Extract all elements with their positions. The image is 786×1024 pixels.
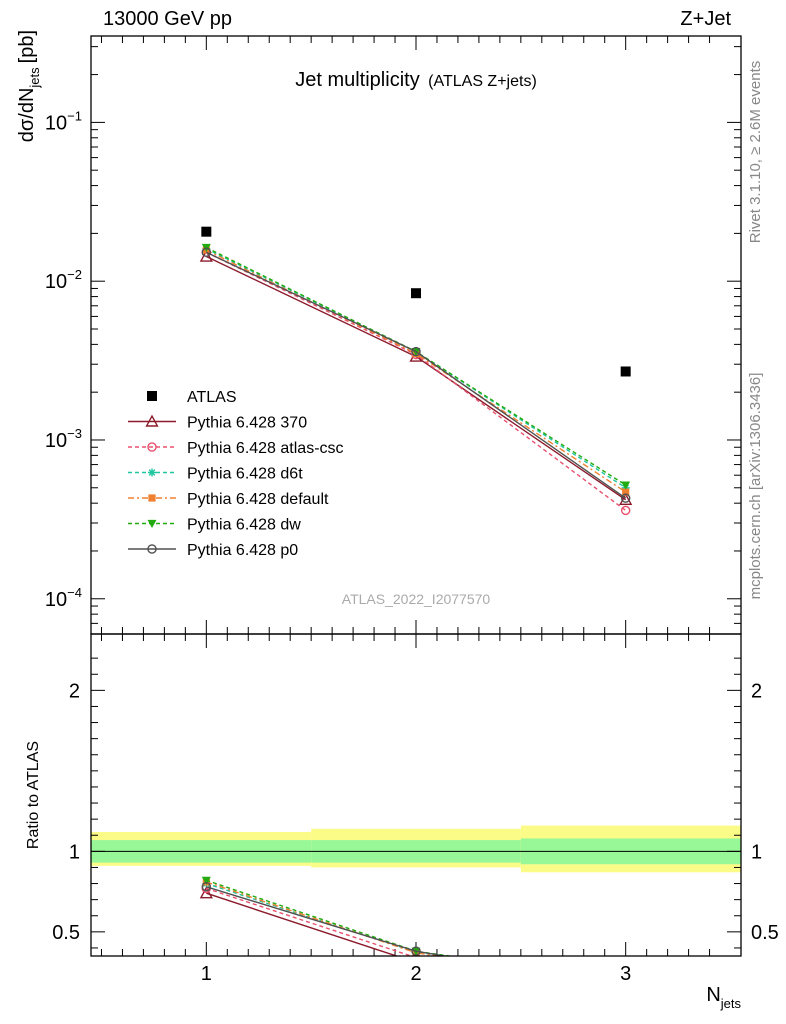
top-y-axis-label-main: dσ/dN <box>16 88 38 143</box>
legend-item: ATLAS <box>147 389 237 406</box>
ratio-data-point <box>199 886 213 899</box>
top-y-tick-label-exp: −2 <box>67 267 82 282</box>
ratio-data-point <box>201 876 211 885</box>
top-y-tick-label: 10−4 <box>45 585 82 611</box>
top-y-tick-label-base: 10 <box>45 589 67 611</box>
top-y-tick-label-base: 10 <box>45 430 67 452</box>
top-series-line <box>206 251 627 499</box>
legend-item: Pythia 6.428 370 <box>128 415 307 432</box>
legend-item: Pythia 6.428 atlas-csc <box>128 440 344 457</box>
top-y-tick-label-base: 10 <box>45 271 67 293</box>
ratio-panel-frame <box>90 633 742 957</box>
ratio-y-tick-label: 1 <box>69 841 80 863</box>
legend-marker <box>147 544 157 554</box>
ratio-series-line <box>206 887 414 956</box>
top-data-point <box>620 366 631 377</box>
ratio-y-tick-label: 0.5 <box>52 922 80 944</box>
rivet-version-label: Rivet 3.1.10, ≥ 2.6M events <box>747 61 764 244</box>
ratio-series-0 <box>199 886 417 956</box>
ratio-series-line <box>206 892 399 956</box>
legend-marker <box>148 494 156 502</box>
x-axis-label: Njets <box>706 984 741 1011</box>
ratio-data-point <box>201 882 212 892</box>
top-y-axis-label-unit: [pb] <box>16 30 38 63</box>
top-y-axis-label: dσ/dNjets [pb] <box>16 30 42 142</box>
top-data <box>199 226 633 516</box>
top-series-6 <box>201 247 631 503</box>
top-y-tick-label: 10−1 <box>45 108 82 134</box>
ratio-series-line <box>206 886 449 956</box>
x-tick-label: 3 <box>620 963 631 985</box>
top-y-tick-label: 10−2 <box>45 267 82 293</box>
x-tick-label: 1 <box>201 963 212 985</box>
top-data-point <box>201 247 212 258</box>
top-y-axis-label-sub: jets <box>27 67 42 89</box>
top-y-tick-label-exp: −4 <box>67 585 82 600</box>
top-y-tick-label-base: 10 <box>45 112 67 134</box>
top-data-point <box>620 505 631 516</box>
top-data-point <box>622 488 630 496</box>
top-series-0 <box>201 226 631 377</box>
header-process-label: Z+Jet <box>680 8 731 30</box>
ratio-data <box>199 876 630 995</box>
ratio-data-point <box>411 946 421 956</box>
legend-label: Pythia 6.428 370 <box>187 415 307 432</box>
ratio-y-tick-label-right: 2 <box>751 680 762 702</box>
plot-title: Jet multiplicity (ATLAS Z+jets) <box>295 69 537 91</box>
top-y-tick-label-exp: −3 <box>67 426 82 441</box>
legend-item: Pythia 6.428 default <box>128 491 329 508</box>
top-axes: 10−410−310−210−1 <box>45 36 741 635</box>
ratio-y-tick-label: 2 <box>69 680 80 702</box>
legend-item: Pythia 6.428 dw <box>128 517 301 534</box>
plot-title-main: Jet multiplicity <box>295 69 419 91</box>
legend-label: Pythia 6.428 atlas-csc <box>187 440 344 457</box>
legend-label: Pythia 6.428 dw <box>187 517 301 534</box>
plot-title-sub: (ATLAS Z+jets) <box>428 73 537 90</box>
ratio-y-tick-label-right: 1 <box>751 841 762 863</box>
legend-marker <box>147 442 157 452</box>
top-data-point <box>621 481 631 490</box>
legend-marker <box>145 414 159 427</box>
x-axis-label-main: N <box>706 984 720 1006</box>
top-data-point <box>411 288 421 299</box>
legend-marker <box>147 468 157 477</box>
legend-label: Pythia 6.428 default <box>187 491 329 508</box>
ratio-y-axis-label: Ratio to ATLAS <box>25 741 42 849</box>
legend-label: ATLAS <box>187 389 237 406</box>
ratio-y-tick-label-right: 0.5 <box>751 922 779 944</box>
legend-label: Pythia 6.428 d6t <box>187 466 303 483</box>
top-y-tick-label: 10−3 <box>45 426 82 452</box>
x-tick-label: 2 <box>410 963 421 985</box>
ratio-series-line <box>206 879 454 956</box>
ratio-data-point <box>622 987 630 995</box>
x-axis-label-sub: jets <box>720 996 742 1011</box>
top-data-point <box>619 492 633 506</box>
legend-item: Pythia 6.428 p0 <box>128 542 298 559</box>
legend: ATLAS Pythia 6.428 370 Pythia 6.428 atlas-… <box>128 389 344 559</box>
legend-marker <box>147 391 157 401</box>
ratio-axes: 0.5 0.5 1 1 2 2 1 2 3 <box>52 634 779 985</box>
ratio-series-line <box>206 881 443 956</box>
ratio-bands <box>91 825 741 873</box>
legend-label: Pythia 6.428 p0 <box>187 542 298 559</box>
ratio-series-5 <box>201 882 449 956</box>
top-data-point <box>201 226 212 237</box>
legend-item: Pythia 6.428 d6t <box>128 466 303 483</box>
top-y-tick-label-exp: −1 <box>67 108 82 123</box>
legend-marker <box>147 519 157 528</box>
analysis-id-label: ATLAS_2022_I2077570 <box>342 591 491 607</box>
mcplots-label: mcplots.cern.ch [arXiv:1306.3436] <box>747 373 764 600</box>
header-energy-label: 13000 GeV pp <box>103 8 232 30</box>
top-data-point <box>620 493 631 503</box>
top-data-point <box>411 346 421 357</box>
